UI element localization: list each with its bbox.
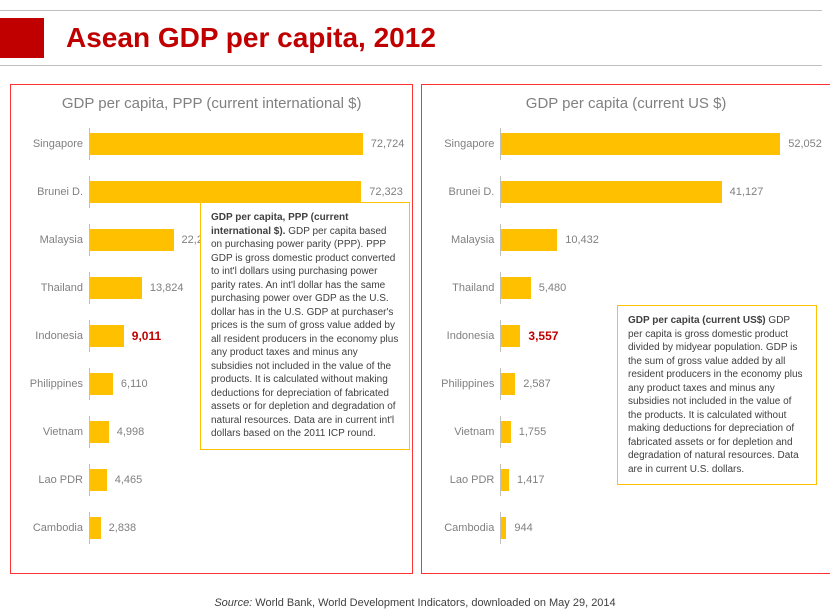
bar-track: 5,480 <box>500 272 822 304</box>
bar-track: 52,052 <box>500 128 822 160</box>
panel-title-right: GDP per capita (current US $) <box>430 95 822 114</box>
bar-value: 4,998 <box>117 426 145 438</box>
source-text: World Bank, World Development Indicators… <box>252 597 615 609</box>
bar-row: Cambodia 944 <box>430 512 822 544</box>
bar-value: 2,838 <box>109 522 137 534</box>
bar-fill <box>90 517 101 539</box>
bar-label: Philippines <box>430 378 500 390</box>
bar-label: Brunei D. <box>19 186 89 198</box>
page-title: Asean GDP per capita, 2012 <box>66 22 436 54</box>
bar-value: 72,724 <box>371 138 405 150</box>
bar-track: 2,838 <box>89 512 404 544</box>
bar-label: Malaysia <box>430 234 500 246</box>
bar-label: Brunei D. <box>430 186 500 198</box>
bar-row: Cambodia 2,838 <box>19 512 404 544</box>
source-label: Source: <box>214 597 252 609</box>
bar-row: Lao PDR 4,465 <box>19 464 404 496</box>
bar-row: Thailand 5,480 <box>430 272 822 304</box>
bar-label: Singapore <box>430 138 500 150</box>
bar-fill <box>501 517 506 539</box>
callout-ppp: GDP per capita, PPP (current internation… <box>200 202 410 450</box>
bar-value: 10,432 <box>565 234 599 246</box>
bar-value: 4,465 <box>115 474 143 486</box>
bar-row: Singapore 72,724 <box>19 128 404 160</box>
bar-value: 2,587 <box>523 378 551 390</box>
bar-fill <box>501 373 515 395</box>
bar-value: 52,052 <box>788 138 822 150</box>
bar-value: 1,417 <box>517 474 545 486</box>
bar-fill <box>501 421 510 443</box>
source-citation: Source: World Bank, World Development In… <box>0 597 830 609</box>
bar-value: 5,480 <box>539 282 567 294</box>
bar-label: Indonesia <box>430 330 500 342</box>
bar-fill <box>501 469 509 491</box>
panel-title-left: GDP per capita, PPP (current internation… <box>19 95 404 114</box>
callout-usd-body: GDP per capita is gross domestic product… <box>628 315 803 475</box>
bar-label: Cambodia <box>19 522 89 534</box>
bar-fill <box>501 277 530 299</box>
bar-track: 944 <box>500 512 822 544</box>
bar-label: Thailand <box>430 282 500 294</box>
callout-ppp-body: GDP per capita based on purchasing power… <box>211 226 398 440</box>
bar-value: 9,011 <box>132 329 161 343</box>
bar-value: 944 <box>514 522 532 534</box>
bar-fill <box>90 421 109 443</box>
bar-row: Malaysia 10,432 <box>430 224 822 256</box>
bar-track: 41,127 <box>500 176 822 208</box>
bar-fill <box>90 277 142 299</box>
bar-label: Thailand <box>19 282 89 294</box>
header: Asean GDP per capita, 2012 <box>0 10 822 66</box>
bar-label: Indonesia <box>19 330 89 342</box>
bar-row: Brunei D. 41,127 <box>430 176 822 208</box>
bar-track: 4,465 <box>89 464 404 496</box>
bar-value: 72,323 <box>369 186 403 198</box>
bar-row: Singapore 52,052 <box>430 128 822 160</box>
bar-label: Cambodia <box>430 522 500 534</box>
bar-value: 6,110 <box>121 378 148 390</box>
bar-fill <box>90 181 361 203</box>
bar-label: Lao PDR <box>430 474 500 486</box>
bar-track: 10,432 <box>500 224 822 256</box>
accent-block <box>0 18 44 58</box>
bar-label: Vietnam <box>430 426 500 438</box>
bar-fill <box>90 229 174 251</box>
bar-label: Philippines <box>19 378 89 390</box>
bar-fill <box>501 133 780 155</box>
bar-label: Vietnam <box>19 426 89 438</box>
bar-value: 1,755 <box>519 426 547 438</box>
bar-track: 72,724 <box>89 128 404 160</box>
bar-label: Singapore <box>19 138 89 150</box>
bar-fill <box>90 373 113 395</box>
callout-usd: GDP per capita (current US$) GDP per cap… <box>617 305 817 485</box>
bar-fill <box>501 229 557 251</box>
bar-fill <box>90 133 363 155</box>
bar-fill <box>501 181 721 203</box>
bar-label: Lao PDR <box>19 474 89 486</box>
bar-value: 3,557 <box>528 329 558 343</box>
callout-usd-title: GDP per capita (current US$) <box>628 315 766 326</box>
bar-fill <box>501 325 520 347</box>
bar-fill <box>90 469 107 491</box>
bar-label: Malaysia <box>19 234 89 246</box>
bar-value: 41,127 <box>730 186 764 198</box>
bar-fill <box>90 325 124 347</box>
bar-value: 13,824 <box>150 282 184 294</box>
